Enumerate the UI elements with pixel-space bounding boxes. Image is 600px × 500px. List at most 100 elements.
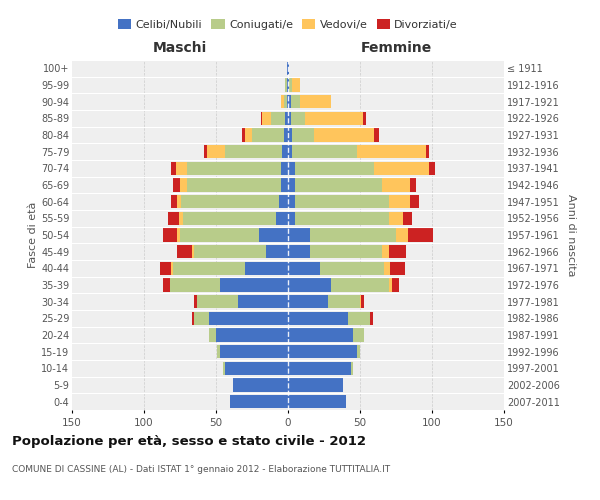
Bar <box>238 295 288 308</box>
Bar <box>403 212 412 225</box>
Bar <box>176 162 187 175</box>
Bar <box>177 195 181 208</box>
Bar <box>352 362 353 375</box>
Bar <box>288 62 289 75</box>
Bar <box>163 278 170 291</box>
Bar <box>288 328 353 342</box>
Bar <box>429 162 435 175</box>
Bar <box>288 295 328 308</box>
Bar <box>331 278 389 291</box>
Bar <box>310 228 396 241</box>
Y-axis label: Fasce di età: Fasce di età <box>28 202 38 268</box>
Bar <box>282 145 288 158</box>
Bar <box>173 178 180 192</box>
Bar <box>179 212 183 225</box>
Bar <box>288 245 310 258</box>
Bar <box>245 128 252 141</box>
Bar <box>170 278 220 291</box>
Bar <box>216 328 288 342</box>
Bar <box>288 212 295 225</box>
Bar <box>180 228 259 241</box>
Bar <box>187 178 281 192</box>
Bar <box>396 228 407 241</box>
Bar <box>271 112 285 125</box>
Bar <box>426 145 429 158</box>
Bar <box>292 128 314 141</box>
Bar <box>389 212 403 225</box>
Bar <box>288 278 331 291</box>
Bar <box>220 278 288 291</box>
Bar <box>288 345 357 358</box>
Bar <box>177 228 180 241</box>
Bar <box>208 145 224 158</box>
Bar <box>292 145 357 158</box>
Bar <box>288 128 292 141</box>
Bar <box>361 295 364 308</box>
Bar <box>314 128 374 141</box>
Bar <box>284 95 287 108</box>
Bar <box>288 362 352 375</box>
Bar <box>295 178 382 192</box>
Bar <box>288 162 295 175</box>
Bar <box>177 245 191 258</box>
Bar <box>209 312 288 325</box>
Bar <box>260 112 262 125</box>
Bar <box>197 295 238 308</box>
Bar <box>285 78 287 92</box>
Bar <box>287 95 288 108</box>
Bar <box>288 262 320 275</box>
Text: Popolazione per età, sesso e stato civile - 2012: Popolazione per età, sesso e stato civil… <box>12 435 366 448</box>
Bar <box>172 195 177 208</box>
Bar <box>163 228 177 241</box>
Bar <box>292 78 299 92</box>
Bar <box>224 145 282 158</box>
Bar <box>288 195 295 208</box>
Bar <box>320 262 385 275</box>
Bar <box>374 128 379 141</box>
Bar <box>288 312 349 325</box>
Bar <box>410 178 416 192</box>
Bar <box>160 262 172 275</box>
Bar <box>281 95 284 108</box>
Bar <box>288 78 289 92</box>
Bar <box>291 112 305 125</box>
Bar <box>224 362 288 375</box>
Bar <box>209 328 216 342</box>
Bar <box>262 112 271 125</box>
Bar <box>288 178 295 192</box>
Bar <box>281 178 288 192</box>
Bar <box>295 212 389 225</box>
Bar <box>310 245 382 258</box>
Bar <box>288 228 310 241</box>
Bar <box>181 195 280 208</box>
Bar <box>291 95 299 108</box>
Bar <box>277 212 288 225</box>
Bar <box>289 78 292 92</box>
Bar <box>288 112 291 125</box>
Bar <box>169 212 179 225</box>
Bar <box>374 162 429 175</box>
Text: COMUNE DI CASSINE (AL) - Dati ISTAT 1° gennaio 2012 - Elaborazione TUTTITALIA.IT: COMUNE DI CASSINE (AL) - Dati ISTAT 1° g… <box>12 465 390 474</box>
Bar <box>245 262 288 275</box>
Bar <box>389 245 406 258</box>
Bar <box>288 145 292 158</box>
Bar <box>180 178 187 192</box>
Bar <box>266 245 288 258</box>
Bar <box>281 162 288 175</box>
Bar <box>390 262 404 275</box>
Bar <box>217 345 220 358</box>
Bar <box>360 295 361 308</box>
Bar <box>295 195 389 208</box>
Bar <box>191 245 194 258</box>
Bar <box>288 395 346 408</box>
Bar <box>172 262 173 275</box>
Bar <box>242 128 245 141</box>
Bar <box>223 362 224 375</box>
Bar <box>285 112 288 125</box>
Bar <box>288 95 291 108</box>
Bar <box>220 345 288 358</box>
Bar <box>305 112 363 125</box>
Bar <box>328 295 360 308</box>
Bar <box>194 312 209 325</box>
Bar <box>357 345 360 358</box>
